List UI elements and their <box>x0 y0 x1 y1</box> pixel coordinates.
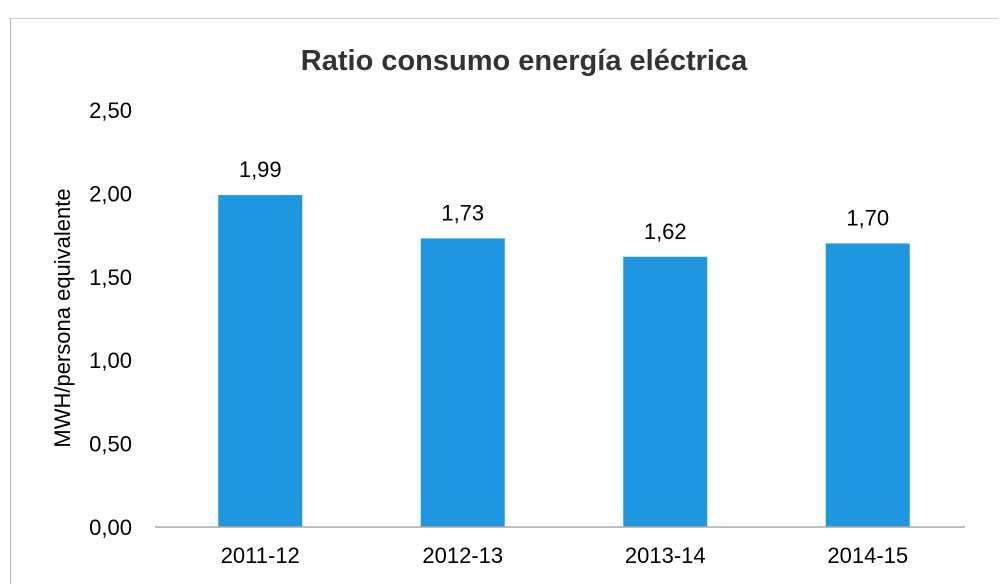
y-tick-label: 2,00 <box>89 181 132 206</box>
data-label: 1,70 <box>846 205 889 230</box>
x-axis-ticks: 2011-12 2012-13 2013-14 2014-15 <box>221 543 908 568</box>
bar <box>218 195 303 527</box>
bars <box>218 195 910 527</box>
y-tick-label: 2,50 <box>89 98 132 123</box>
y-axis-label: MWH/persona equivalente <box>50 188 75 447</box>
x-tick-label: 2014-15 <box>827 543 908 568</box>
x-tick-label: 2012-13 <box>422 543 503 568</box>
data-labels: 1,99 1,73 1,62 1,70 <box>239 157 889 244</box>
x-tick-label: 2013-14 <box>625 543 706 568</box>
chart-frame <box>10 18 998 584</box>
bar <box>825 243 910 527</box>
chart-title: Ratio consumo energía eléctrica <box>301 45 748 77</box>
bar <box>623 256 708 527</box>
y-tick-label: 0,50 <box>89 432 132 457</box>
bar <box>420 238 505 527</box>
data-label: 1,99 <box>239 157 282 182</box>
y-tick-label: 0,00 <box>89 515 132 540</box>
data-label: 1,73 <box>441 200 484 225</box>
y-tick-label: 1,00 <box>89 348 132 373</box>
y-axis-ticks: 0,00 0,50 1,00 1,50 2,00 2,50 <box>89 98 132 540</box>
data-label: 1,62 <box>644 219 687 244</box>
y-tick-label: 1,50 <box>89 265 132 290</box>
x-tick-label: 2011-12 <box>221 543 300 568</box>
